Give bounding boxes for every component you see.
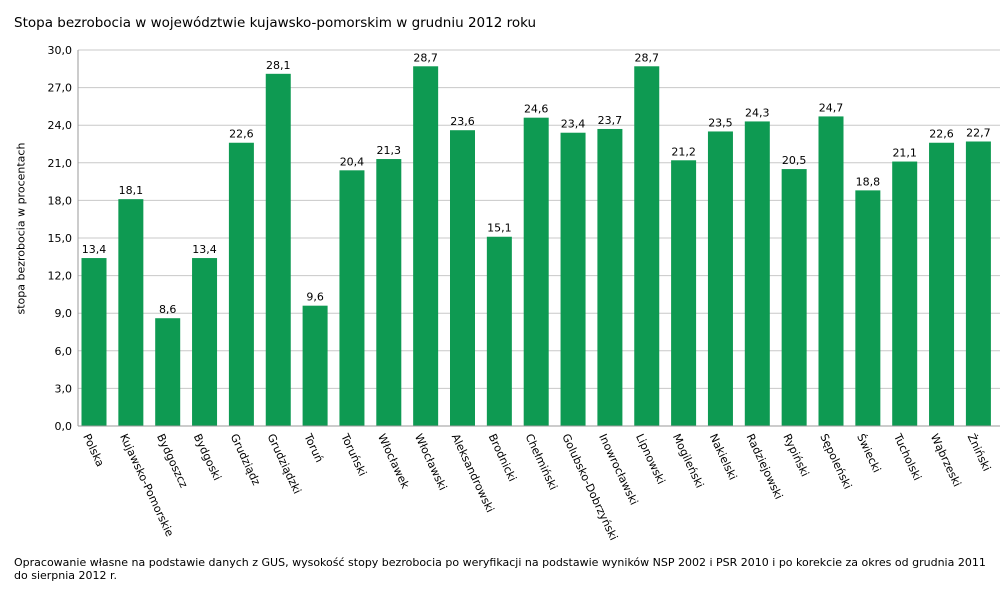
bars: [81, 66, 991, 427]
bar: [155, 318, 181, 426]
value-label: 28,1: [266, 59, 291, 72]
x-tick-label: Wąbrzeski: [928, 432, 964, 489]
y-tick-label: 9,0: [55, 307, 73, 320]
value-label: 8,6: [159, 303, 177, 316]
bar: [192, 258, 218, 426]
value-label: 13,4: [192, 243, 217, 256]
x-tick-label: Inowrocławski: [596, 432, 640, 507]
value-label: 21,2: [671, 145, 696, 158]
y-tick-label: 6,0: [55, 345, 73, 358]
x-tick-label: Włocławski: [412, 432, 449, 493]
y-tick-label: 0,0: [55, 420, 73, 433]
bar: [965, 141, 991, 426]
x-tick-label: Rypiński: [780, 432, 811, 479]
x-tick-label: Grudziądzki: [265, 432, 304, 496]
x-tick-label: Sępoleński: [817, 432, 854, 491]
y-tick-label: 18,0: [48, 194, 73, 207]
bar-chart: 0,0 3,0 6,0 9,0 12,0 15,0 18,0 21,0 24,0 27,0 30,0…: [48, 44, 1000, 543]
x-tick-label: Polska: [80, 432, 106, 469]
bar: [892, 161, 918, 426]
x-tick-label: Świecki: [854, 432, 883, 475]
value-label: 20,4: [340, 155, 365, 168]
source-footnote: Opracowanie własne na podstawie danych z…: [14, 556, 986, 582]
value-label: 23,7: [598, 114, 623, 127]
value-labels: 13,4 18,1 8,6 13,4 22,6 28,1 9,6 20,4 21,3 28,7 23…: [82, 51, 991, 316]
value-label: 9,6: [306, 291, 324, 304]
x-tick-label: Lipnowski: [633, 432, 668, 486]
x-tick-label: Grudziądz: [228, 432, 263, 488]
chart-title: Stopa bezrobocia w województwie kujawsko…: [14, 15, 537, 31]
value-label: 20,5: [782, 154, 807, 167]
value-label: 28,7: [413, 51, 438, 64]
bar: [855, 190, 881, 426]
y-tick-label: 24,0: [48, 119, 73, 132]
value-label: 23,4: [561, 118, 586, 131]
value-label: 24,7: [819, 101, 844, 114]
x-tick-label: Mogileński: [670, 432, 706, 490]
value-label: 23,6: [450, 115, 475, 128]
bar: [671, 160, 697, 426]
value-label: 28,7: [635, 51, 660, 64]
bar: [707, 131, 733, 426]
x-tick-label: Toruń: [301, 431, 326, 465]
bar: [339, 170, 365, 426]
value-label: 22,6: [929, 128, 954, 141]
x-tick-label: Żniński: [965, 432, 994, 473]
x-tick-label: Bydgoszcz: [154, 432, 190, 490]
y-tick-label: 21,0: [48, 157, 73, 170]
x-tick-label: Nakielski: [707, 432, 740, 482]
y-tick-label: 3,0: [55, 382, 73, 395]
value-label: 18,8: [856, 175, 881, 188]
value-label: 24,3: [745, 106, 770, 119]
value-label: 18,1: [119, 184, 144, 197]
bar: [118, 199, 144, 426]
bar: [744, 121, 770, 426]
bar: [265, 73, 291, 427]
x-tick-label: Toruński: [338, 431, 369, 478]
bar: [560, 132, 586, 426]
x-tick-label: Bydgoski: [191, 432, 224, 483]
y-tick-label: 12,0: [48, 270, 73, 283]
x-tick-label: Radziejowski: [744, 432, 786, 502]
x-tick-label: Włocławek: [375, 432, 412, 491]
bar: [523, 117, 549, 427]
bar: [929, 142, 955, 426]
bar: [818, 116, 844, 426]
bar: [81, 258, 107, 426]
x-tick-label: Chełmiński: [522, 432, 559, 492]
bar: [450, 130, 475, 427]
value-label: 23,5: [708, 116, 733, 129]
y-tick-label: 27,0: [48, 82, 73, 95]
bar: [597, 128, 623, 426]
value-label: 15,1: [487, 222, 512, 235]
y-tick-label: 15,0: [48, 232, 73, 245]
value-label: 24,6: [524, 103, 549, 116]
bar: [228, 142, 254, 426]
bar: [376, 159, 402, 427]
value-label: 21,1: [892, 147, 917, 160]
value-label: 13,4: [82, 243, 107, 256]
x-tick-label: Tucholski: [891, 431, 924, 483]
y-tick-labels: 0,0 3,0 6,0 9,0 12,0 15,0 18,0 21,0 24,0 27,0 30,0: [48, 44, 73, 433]
y-tick-label: 30,0: [48, 44, 73, 57]
bar: [781, 169, 807, 427]
bar: [413, 66, 439, 426]
value-label: 22,6: [229, 128, 254, 141]
value-label: 21,3: [377, 144, 402, 157]
bar: [486, 236, 512, 426]
value-label: 22,7: [966, 126, 991, 139]
x-tick-label: Brodnicki: [486, 432, 519, 484]
axes: [77, 50, 1000, 427]
bar: [634, 66, 660, 426]
bar: [302, 305, 328, 426]
